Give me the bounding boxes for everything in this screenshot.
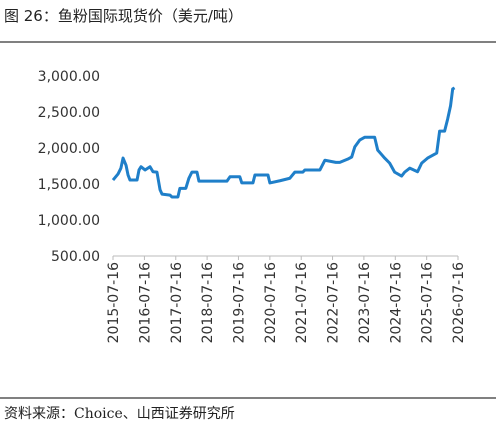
x-tick-label: 2018-07-16 — [200, 262, 216, 343]
x-tick-label: 2022-07-16 — [326, 262, 342, 343]
x-tick-label: 2021-07-16 — [294, 262, 310, 343]
x-tick-label: 2016-07-16 — [137, 262, 153, 343]
y-tick-label: 1,000.00 — [38, 213, 100, 229]
x-tick-label: 2024-07-16 — [388, 262, 404, 343]
y-tick-label: 2,000.00 — [38, 141, 100, 157]
x-tick-label: 2026-07-16 — [451, 262, 467, 343]
x-tick-label: 2023-07-16 — [357, 262, 373, 343]
x-tick-label: 2025-07-16 — [420, 262, 436, 343]
x-tick-label: 2015-07-16 — [106, 262, 122, 343]
y-tick-label: 3,000.00 — [38, 69, 100, 85]
y-tick-label: 1,500.00 — [38, 177, 100, 193]
chart-title: 图 26：鱼粉国际现货价（美元/吨） — [4, 7, 243, 25]
x-tick-label: 2020-07-16 — [263, 262, 279, 343]
y-tick-label: 500.00 — [51, 249, 100, 265]
x-tick-label: 2019-07-16 — [231, 262, 247, 343]
data-line — [111, 86, 456, 199]
y-tick-label: 2,500.00 — [38, 105, 100, 121]
source-note: 资料来源：Choice、山西证券研究所 — [4, 406, 235, 422]
x-tick-label: 2017-07-16 — [169, 262, 185, 343]
